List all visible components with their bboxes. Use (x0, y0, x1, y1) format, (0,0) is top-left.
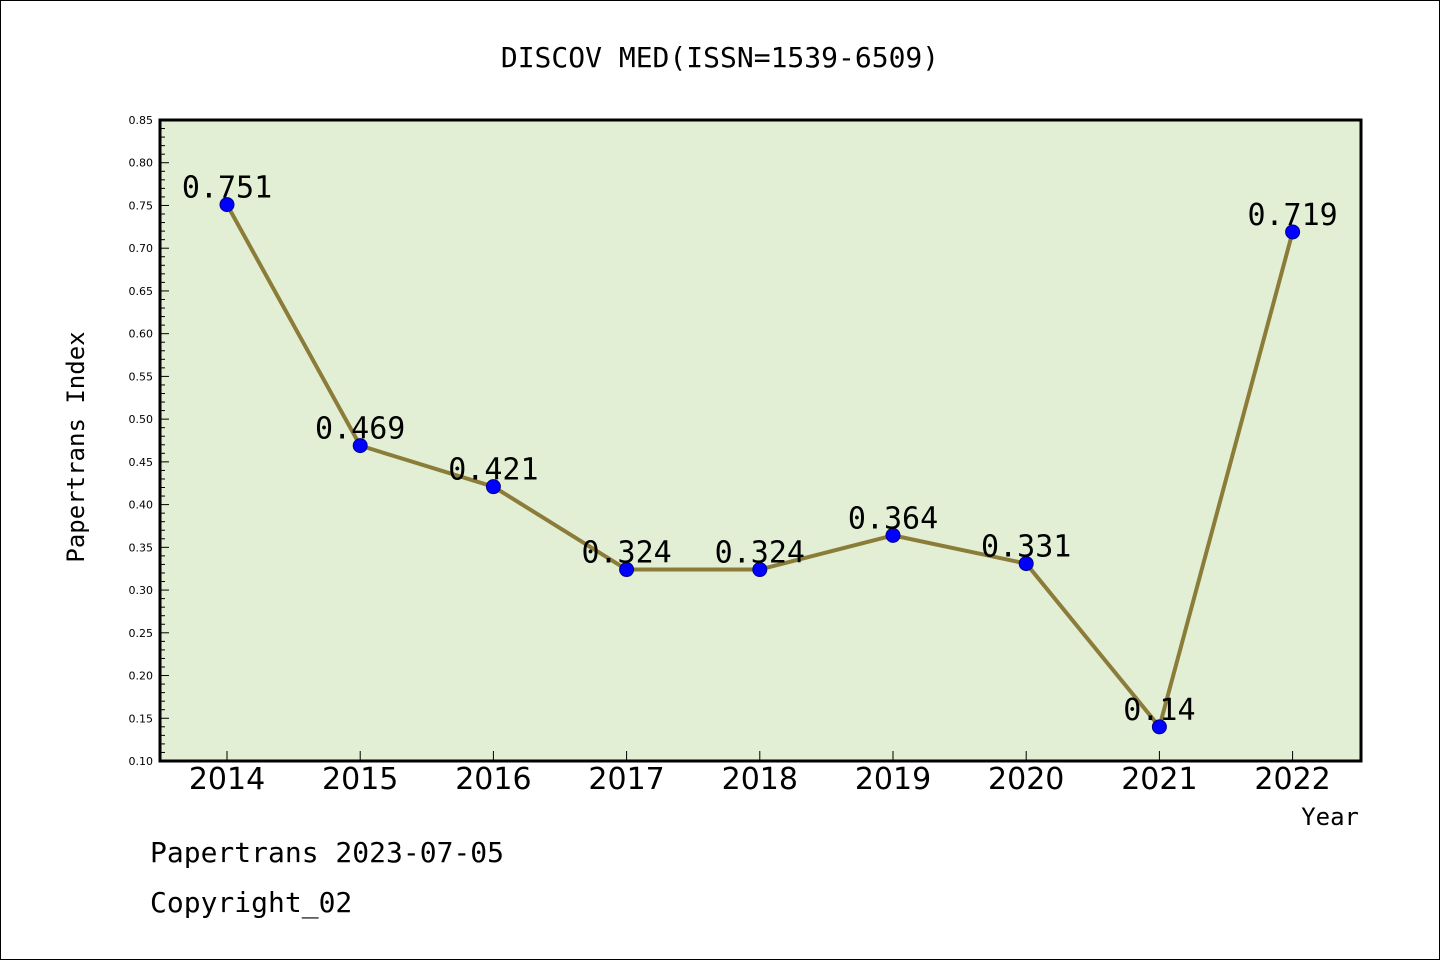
data-point (352, 438, 368, 454)
x-axis: 2014 2015 2016 2017 2018 2019 2020 2021 2022 (189, 751, 1331, 797)
x-tick-label: 2022 (1254, 762, 1330, 797)
data-label: 0.421 (448, 453, 538, 488)
data-point (1151, 719, 1167, 735)
data-point (619, 562, 635, 578)
y-tick-label: 0.40 (129, 499, 154, 512)
x-tick-label: 2019 (855, 762, 931, 797)
x-tick-label: 2014 (189, 762, 265, 797)
footer-copyright: Copyright_02 (150, 886, 353, 919)
data-point (1018, 556, 1034, 572)
x-tick-label: 2016 (455, 762, 531, 797)
data-point (219, 197, 235, 213)
y-axis-label: Papertrans Index (62, 331, 90, 562)
y-tick-label: 0.70 (129, 242, 154, 255)
y-tick-label: 0.30 (129, 584, 154, 597)
data-label: 0.751 (182, 171, 272, 206)
footer-date: Papertrans 2023-07-05 (150, 836, 505, 869)
y-tick-label: 0.20 (129, 670, 154, 683)
y-tick-label: 0.85 (129, 114, 154, 127)
y-tick-label: 0.15 (129, 712, 154, 725)
y-axis: 0.10 0.15 0.20 0.25 0.30 0.35 0.40 0.45 0.50 0.55… (129, 114, 169, 768)
x-tick-label: 2020 (988, 762, 1064, 797)
data-point (752, 562, 768, 578)
y-tick-label: 0.25 (129, 627, 154, 640)
data-label: 0.14 (1123, 693, 1195, 728)
y-tick-label: 0.10 (129, 755, 154, 768)
data-label: 0.331 (981, 530, 1071, 565)
data-point (885, 527, 901, 543)
y-tick-label: 0.55 (129, 370, 154, 383)
x-tick-label: 2021 (1121, 762, 1197, 797)
chart-title: DISCOV MED(ISSN=1539-6509) (501, 41, 939, 74)
x-tick-label: 2015 (322, 762, 398, 797)
x-axis-label: Year (1301, 803, 1359, 831)
x-tick-label: 2017 (588, 762, 664, 797)
y-tick-label: 0.75 (129, 199, 154, 212)
y-tick-label: 0.50 (129, 413, 154, 426)
y-tick-label: 0.35 (129, 541, 154, 554)
data-label: 0.719 (1247, 198, 1337, 233)
series-group: 0.751 0.469 0.421 0.324 0.324 0.364 0.331 0.14 0… (182, 171, 1338, 735)
y-tick-label: 0.65 (129, 285, 154, 298)
y-tick-label: 0.80 (129, 157, 154, 170)
data-label: 0.469 (315, 412, 405, 447)
data-label: 0.364 (848, 501, 938, 536)
data-point (485, 479, 501, 495)
x-tick-label: 2018 (722, 762, 798, 797)
data-label: 0.324 (581, 536, 671, 571)
y-tick-label: 0.60 (129, 328, 154, 341)
data-point (1285, 224, 1301, 240)
y-tick-label: 0.45 (129, 456, 154, 469)
data-label: 0.324 (715, 536, 805, 571)
